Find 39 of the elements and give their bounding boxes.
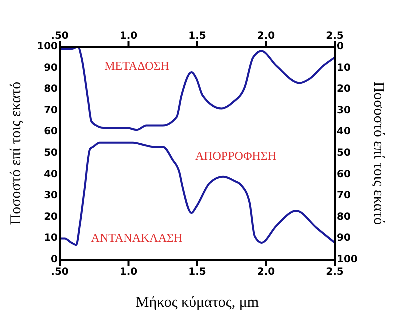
x2-tick-label: 1.5	[188, 267, 206, 278]
y-tick-label: 80	[44, 84, 58, 96]
y-tick-label: 100	[37, 42, 58, 52]
y2-axis-title: Ποσοστό επί τοις εκατό	[370, 82, 387, 226]
y2-tick-label: 50	[337, 148, 351, 159]
x2-tick-label: 2.5	[326, 267, 344, 278]
y2-tick-label: 100	[337, 254, 358, 266]
y-tick-label: 30	[44, 190, 58, 202]
y-tick-label: 60	[44, 126, 58, 138]
x-tick-label: 2.5	[326, 31, 344, 42]
y2-tick-label: 80	[337, 212, 351, 223]
x2-tick-label: 1.0	[120, 267, 138, 278]
line-series	[60, 142, 335, 246]
x-tick-label: 1.0	[120, 31, 138, 42]
y2-tick-label: 20	[337, 84, 351, 96]
y-tick-label: 90	[44, 62, 58, 74]
y2-tick-label: 30	[337, 105, 351, 116]
y-tick-label: 40	[44, 169, 58, 180]
y-tick-label: 20	[44, 212, 58, 223]
x2-tick-label: .50	[51, 267, 69, 278]
x2-tick-label: 2.0	[257, 267, 276, 278]
annotation: ΑΝΤΑΝΑΚΛΑΣΗ	[91, 230, 184, 245]
y-axis-title: Ποσοστό επί τοις εκατό	[8, 82, 24, 226]
x-axis-title: Μήκος κύματος, μm	[136, 295, 260, 311]
y-tick-label: 0	[51, 254, 58, 266]
y2-tick-label: 0	[337, 42, 344, 52]
annotation: ΜΕΤΑΔΟΣΗ	[104, 58, 170, 73]
y2-tick-label: 70	[337, 190, 351, 202]
x-tick-label: .50	[51, 31, 69, 42]
y-tick-label: 50	[44, 148, 58, 159]
x-tick-label: 2.0	[257, 31, 276, 42]
y2-tick-label: 90	[337, 233, 351, 244]
x-tick-label: 1.5	[188, 31, 206, 42]
annotation: ΑΠΟΡΡΟΦΗΣΗ	[195, 148, 277, 163]
y2-tick-label: 40	[337, 126, 351, 138]
y2-tick-label: 10	[337, 62, 351, 74]
y2-tick-label: 60	[337, 169, 351, 180]
y-tick-label: 70	[44, 105, 58, 116]
y-tick-label: 10	[44, 233, 58, 244]
